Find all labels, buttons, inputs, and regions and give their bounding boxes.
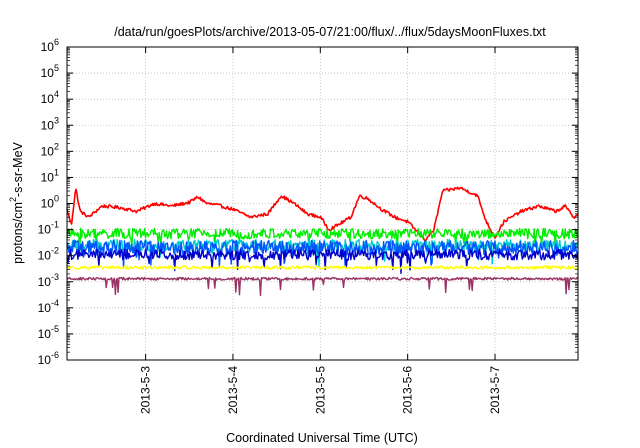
y-tick-label: 106 xyxy=(41,37,59,54)
y-tick-exponent: -1 xyxy=(51,220,59,230)
series-layer xyxy=(66,186,579,297)
y-tick-base: 10 xyxy=(41,66,55,80)
y-axis: 10-610-510-410-310-210-11001011021031041… xyxy=(38,37,578,367)
y-label-post: -s-sr-MeV xyxy=(11,141,25,197)
series-line xyxy=(66,265,579,270)
y-tick-base: 10 xyxy=(38,249,52,263)
y-tick-base: 10 xyxy=(41,118,55,132)
y-tick-base: 10 xyxy=(41,197,55,211)
y-tick-base: 10 xyxy=(41,92,55,106)
x-tick-label: 2013-5-3 xyxy=(139,366,153,414)
x-tick-label: 2013-5-6 xyxy=(401,366,415,414)
y-tick-exponent: 6 xyxy=(54,37,59,47)
y-tick-exponent: -4 xyxy=(51,298,59,308)
y-tick-label: 10-5 xyxy=(38,324,59,341)
y-tick-label: 103 xyxy=(41,115,59,132)
y-tick-label: 10-1 xyxy=(38,220,59,237)
y-tick-label: 102 xyxy=(41,141,59,158)
series-line xyxy=(66,248,579,274)
y-tick-exponent: -2 xyxy=(51,246,59,256)
series-line xyxy=(66,276,579,297)
y-tick-exponent: 3 xyxy=(54,115,59,125)
y-tick-exponent: -3 xyxy=(51,272,59,282)
grid xyxy=(67,47,578,360)
x-axis: 2013-5-3 2013-5-4 2013-5-5 2013-5-6 2013-5-7 xyxy=(139,47,502,414)
series-line xyxy=(66,239,579,269)
y-tick-base: 10 xyxy=(41,144,55,158)
y-tick-exponent: -5 xyxy=(51,324,59,334)
y-tick-exponent: 5 xyxy=(54,63,59,73)
y-tick-label: 105 xyxy=(41,63,59,80)
y-axis-label: protons/cm2-s-sr-MeV xyxy=(8,141,25,263)
y-tick-base: 10 xyxy=(41,170,55,184)
y-label-sup: 2 xyxy=(8,197,18,202)
y-tick-base: 10 xyxy=(38,223,52,237)
y-tick-label: 101 xyxy=(41,167,59,184)
y-tick-base: 10 xyxy=(38,275,52,289)
y-tick-base: 10 xyxy=(38,327,52,341)
y-tick-label: 104 xyxy=(41,89,59,106)
y-tick-exponent: -6 xyxy=(51,350,59,360)
y-tick-label: 10-4 xyxy=(38,298,59,315)
y-tick-base: 10 xyxy=(38,301,52,315)
y-tick-label: 10-2 xyxy=(38,246,59,263)
x-tick-label: 2013-5-5 xyxy=(313,366,327,414)
y-tick-label: 10-6 xyxy=(38,350,59,367)
y-tick-exponent: 2 xyxy=(54,141,59,151)
y-tick-label: 100 xyxy=(41,194,59,211)
y-tick-label: 10-3 xyxy=(38,272,59,289)
x-tick-label: 2013-5-4 xyxy=(226,366,240,414)
y-tick-exponent: 4 xyxy=(54,89,59,99)
y-tick-base: 10 xyxy=(41,40,55,54)
y-label-pre: protons/cm xyxy=(11,202,25,264)
x-axis-label: Coordinated Universal Time (UTC) xyxy=(226,431,418,445)
y-tick-exponent: 0 xyxy=(54,194,59,204)
x-tick-label: 2013-5-7 xyxy=(488,366,502,414)
series-line xyxy=(66,227,579,255)
y-tick-exponent: 1 xyxy=(54,167,59,177)
y-tick-base: 10 xyxy=(38,353,52,367)
chart-title: /data/run/goesPlots/archive/2013-05-07/2… xyxy=(114,25,546,39)
